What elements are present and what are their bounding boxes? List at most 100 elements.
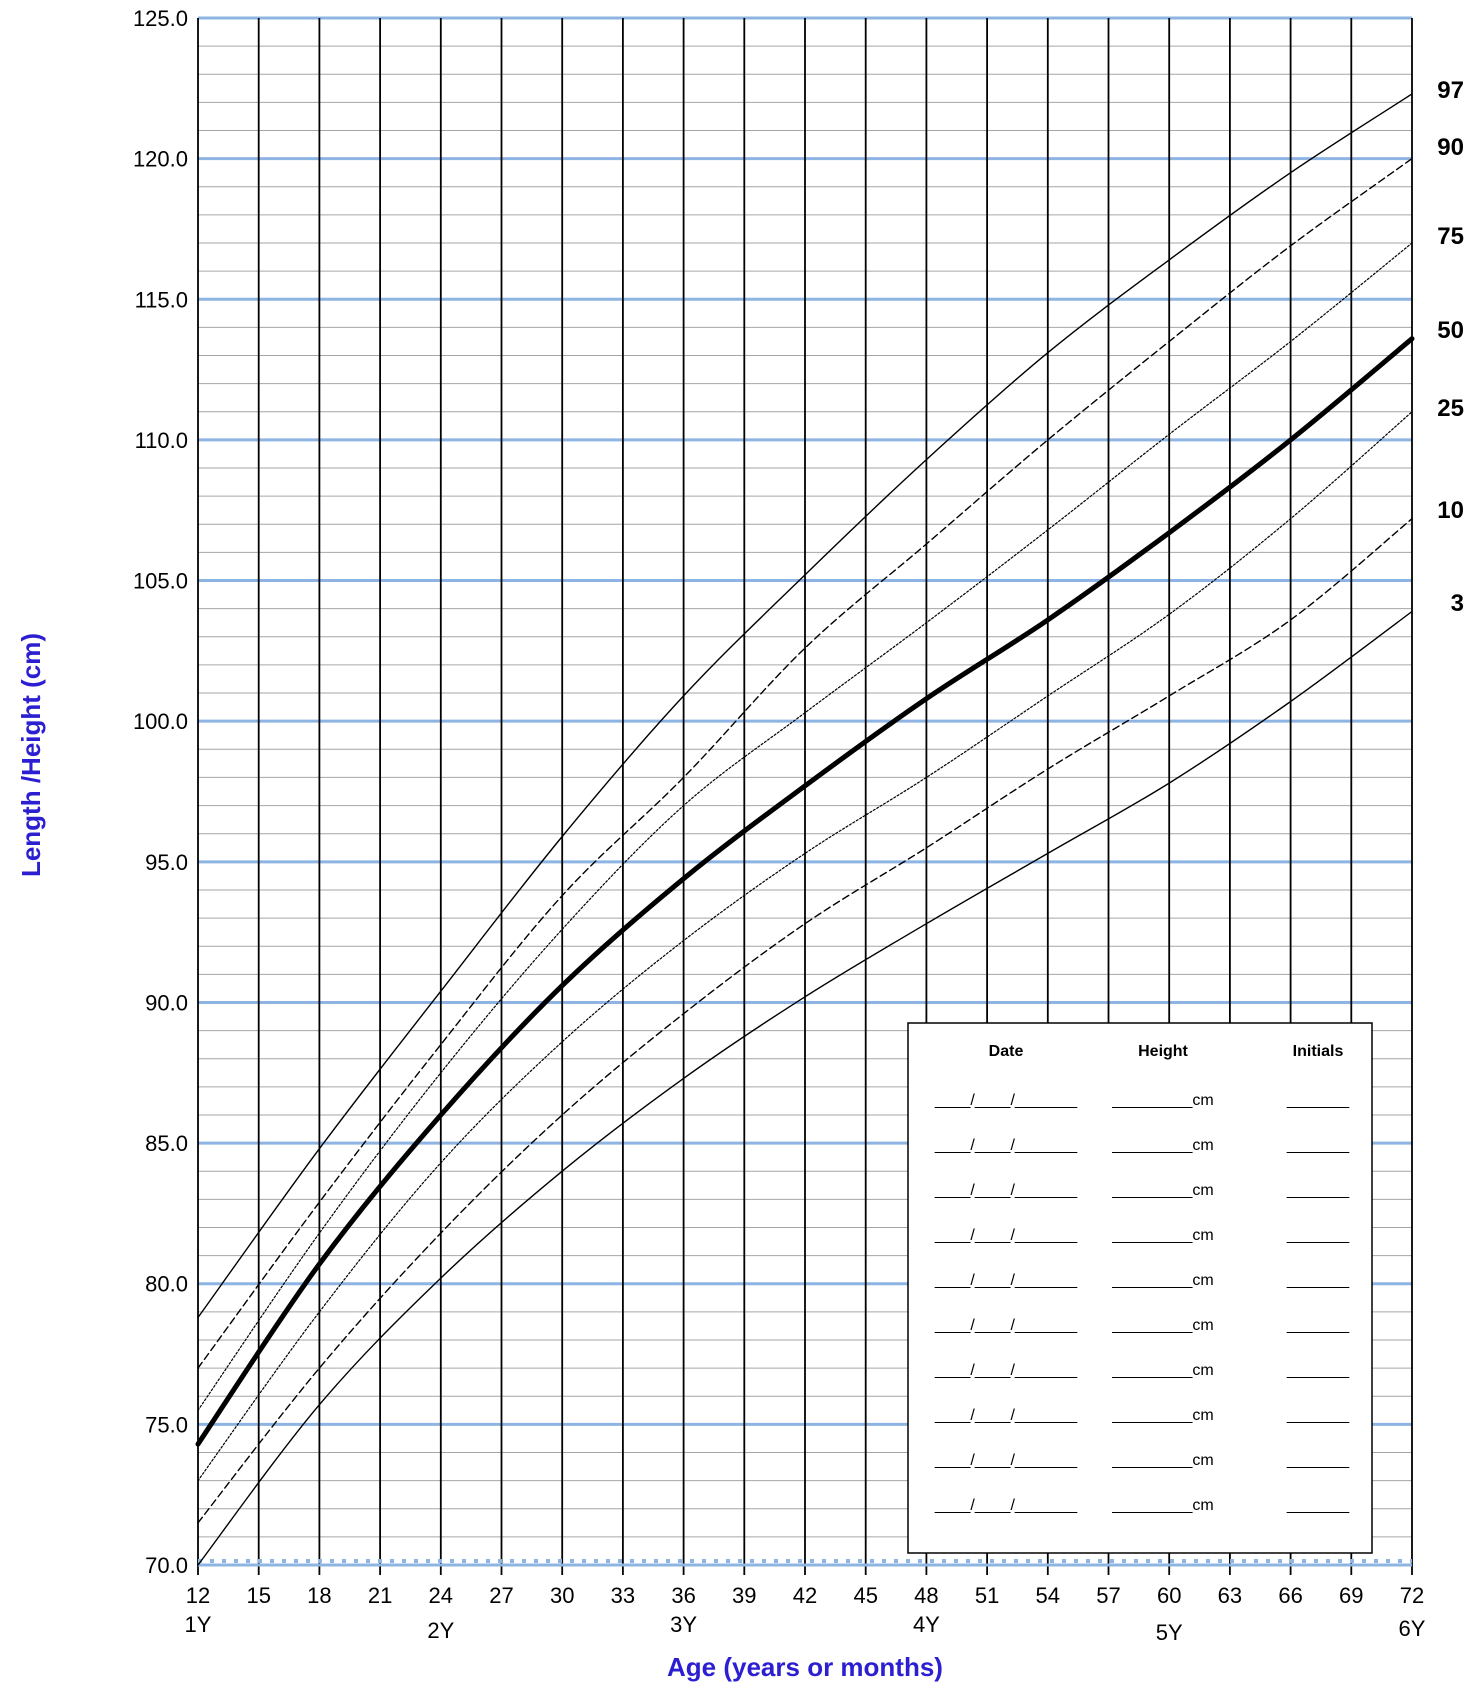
year-label: 3Y (670, 1612, 697, 1637)
x-tick-label: 30 (550, 1583, 574, 1608)
y-tick-label: 70.0 (145, 1553, 188, 1578)
x-tick-label: 12 (186, 1583, 210, 1608)
percentile-labels: 97 90 75 50 25 10 3 (1437, 77, 1464, 617)
y-axis-title: Length /Height (cm) (16, 633, 46, 877)
record-row: ____/____/_______ _________cm _______ (934, 1092, 1350, 1109)
record-row: ____/____/_______ _________cm _______ (934, 1407, 1350, 1424)
x-tick-label: 54 (1036, 1583, 1060, 1608)
x-tick-label: 39 (732, 1583, 756, 1608)
x-tick-label: 21 (368, 1583, 392, 1608)
record-date-blank: ____/____/_______ (934, 1407, 1078, 1424)
record-date-blank: ____/____/_______ (934, 1092, 1078, 1109)
record-initials-blank: _______ (1286, 1497, 1350, 1514)
record-date-blank: ____/____/_______ (934, 1182, 1078, 1199)
record-initials-blank: _______ (1286, 1317, 1350, 1334)
record-initials-blank: _______ (1286, 1452, 1350, 1469)
x-tick-label: 33 (611, 1583, 635, 1608)
x-tick-label: 18 (307, 1583, 331, 1608)
record-date-blank: ____/____/_______ (934, 1227, 1078, 1244)
x-tick-label: 36 (671, 1583, 695, 1608)
x-tick-label: 48 (914, 1583, 938, 1608)
record-date-blank: ____/____/_______ (934, 1452, 1078, 1469)
x-tick-label: 42 (793, 1583, 817, 1608)
record-height-blank: _________cm (1111, 1362, 1213, 1379)
record-table-rows: ____/____/_______ _________cm ___________/… (934, 1092, 1350, 1514)
record-date-blank: ____/____/_______ (934, 1497, 1078, 1514)
x-tick-label: 45 (853, 1583, 877, 1608)
percentile-3-line (197, 610, 1413, 1566)
percentile-label: 3 (1451, 590, 1464, 617)
record-row: ____/____/_______ _________cm _______ (934, 1362, 1350, 1379)
record-row: ____/____/_______ _________cm _______ (934, 1272, 1350, 1289)
record-height-blank: _________cm (1111, 1182, 1213, 1199)
y-tick-label: 115.0 (135, 287, 188, 312)
record-initials-blank: _______ (1286, 1092, 1350, 1109)
x-tick-label: 24 (429, 1583, 453, 1608)
record-initials-blank: _______ (1286, 1182, 1350, 1199)
x-tick-label: 57 (1096, 1583, 1120, 1608)
record-height-blank: _________cm (1111, 1407, 1213, 1424)
percentile-97-line (197, 93, 1413, 1319)
record-row: ____/____/_______ _________cm _______ (934, 1182, 1350, 1199)
record-height-blank: _________cm (1111, 1452, 1213, 1469)
vertical-gridlines (197, 18, 1413, 1575)
y-tick-label: 120.0 (133, 147, 188, 172)
record-table-header-height: Height (1138, 1043, 1188, 1060)
record-table-header-initials: Initials (1293, 1043, 1344, 1060)
record-row: ____/____/_______ _________cm _______ (934, 1452, 1350, 1469)
x-tick-label: 69 (1339, 1583, 1363, 1608)
y-tick-label: 110.0 (135, 428, 188, 453)
x-axis-line (198, 1559, 1412, 1567)
y-tick-labels: 70.0 75.0 80.0 85.0 90.0 95.0 100.0 105.0 110.0 1… (133, 6, 188, 1578)
record-initials-blank: _______ (1286, 1362, 1350, 1379)
percentile-label: 75 (1437, 223, 1464, 250)
record-row: ____/____/_______ _________cm _______ (934, 1497, 1350, 1514)
y-tick-label: 125.0 (133, 6, 188, 31)
x-tick-label: 51 (975, 1583, 999, 1608)
x-tick-labels: 12 15 18 21 24 27 30 33 36 39 42 45 48 51 54 57 60 63 66 69… (186, 1583, 1424, 1608)
record-date-blank: ____/____/_______ (934, 1137, 1078, 1154)
record-height-blank: _________cm (1111, 1137, 1213, 1154)
record-initials-blank: _______ (1286, 1407, 1350, 1424)
x-tick-label: 63 (1218, 1583, 1242, 1608)
record-table-header-date: Date (989, 1043, 1024, 1060)
year-label: 2Y (427, 1618, 454, 1643)
percentile-label: 10 (1437, 497, 1464, 524)
percentile-curves (195, 93, 1415, 1566)
year-label: 1Y (185, 1612, 212, 1637)
y-tick-label: 90.0 (145, 990, 188, 1015)
x-tick-label: 66 (1278, 1583, 1302, 1608)
x-tick-label: 15 (246, 1583, 270, 1608)
record-height-blank: _________cm (1111, 1272, 1213, 1289)
record-height-blank: _________cm (1111, 1317, 1213, 1334)
percentile-label: 97 (1437, 77, 1464, 104)
record-height-blank: _________cm (1111, 1497, 1213, 1514)
year-label: 6Y (1399, 1616, 1426, 1641)
x-tick-label: 72 (1400, 1583, 1424, 1608)
percentile-25-line (197, 411, 1413, 1482)
record-date-blank: ____/____/_______ (934, 1317, 1078, 1334)
record-date-blank: ____/____/_______ (934, 1362, 1078, 1379)
y-tick-label: 85.0 (145, 1131, 188, 1156)
percentile-75-line (197, 242, 1413, 1411)
y-tick-label: 75.0 (145, 1412, 188, 1437)
record-table-frame (907, 1022, 1373, 1554)
x-tick-label: 60 (1157, 1583, 1181, 1608)
percentile-label: 90 (1437, 134, 1464, 161)
record-height-blank: _________cm (1111, 1227, 1213, 1244)
record-row: ____/____/_______ _________cm _______ (934, 1317, 1350, 1334)
measurement-record-table: Date Height Initials ____/____/_______ __… (907, 1022, 1373, 1554)
percentile-10-line (197, 518, 1413, 1524)
y-tick-label: 100.0 (133, 709, 188, 734)
y-tick-label: 105.0 (133, 569, 188, 594)
percentile-label: 25 (1437, 395, 1464, 422)
y-tick-label: 95.0 (145, 850, 188, 875)
x-axis-title: Age (years or months) (667, 1652, 943, 1682)
y-tick-label: 80.0 (145, 1272, 188, 1297)
year-labels: 1Y 2Y 3Y 4Y 5Y 6Y (185, 1612, 1426, 1645)
percentile-90-line (197, 157, 1413, 1369)
record-row: ____/____/_______ _________cm _______ (934, 1227, 1350, 1244)
year-label: 5Y (1156, 1620, 1183, 1645)
record-date-blank: ____/____/_______ (934, 1272, 1078, 1289)
